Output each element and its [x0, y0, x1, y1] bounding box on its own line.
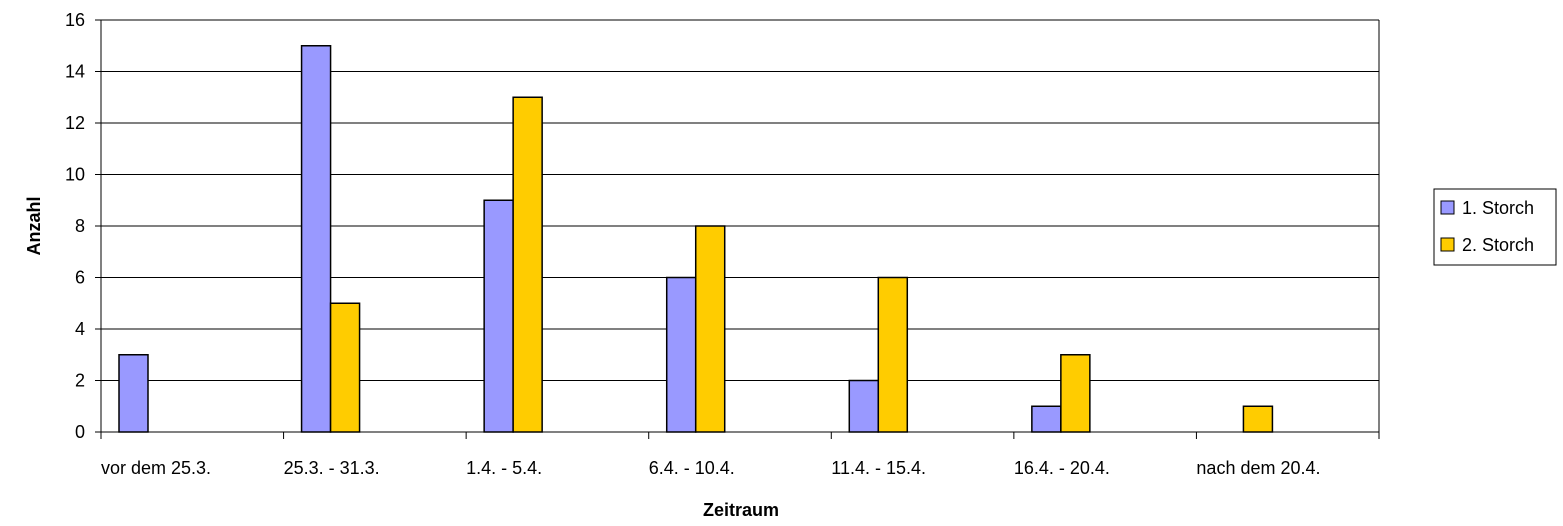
x-tick-label: 16.4. - 20.4. — [1014, 458, 1110, 478]
x-tick-label: 1.4. - 5.4. — [466, 458, 542, 478]
y-tick-label: 0 — [75, 422, 85, 442]
bar-2 — [694, 225, 726, 433]
bar-2 — [877, 276, 909, 433]
bar-2 — [329, 302, 361, 433]
x-axis-title: Zeitraum — [703, 500, 779, 520]
x-tick-label: 25.3. - 31.3. — [284, 458, 380, 478]
bar-1 — [848, 379, 880, 433]
y-tick-label: 12 — [65, 113, 85, 133]
legend-label: 1. Storch — [1462, 198, 1534, 218]
x-tick-label: vor dem 25.3. — [101, 458, 211, 478]
axes — [95, 19, 1380, 439]
bar-1 — [665, 276, 697, 433]
legend-label: 2. Storch — [1462, 235, 1534, 255]
bar-2 — [512, 96, 543, 433]
y-tick-label: 6 — [75, 268, 85, 288]
y-axis-title: Anzahl — [24, 196, 44, 255]
y-tick-label: 8 — [75, 216, 85, 236]
y-tick-labels: 0 2 4 6 8 10 12 14 16 — [65, 10, 85, 442]
bar-2 — [1060, 354, 1091, 433]
bar-1 — [483, 199, 514, 433]
bar-1 — [118, 354, 149, 433]
x-tick-label: 6.4. - 10.4. — [649, 458, 735, 478]
legend-swatch — [1440, 200, 1455, 215]
bar-1 — [300, 45, 332, 433]
x-tick-label: 11.4. - 15.4. — [831, 458, 926, 478]
y-tick-label: 10 — [65, 165, 85, 185]
y-tick-label: 14 — [65, 62, 85, 82]
x-tick-label: nach dem 20.4. — [1196, 458, 1320, 478]
bars — [118, 45, 1274, 433]
y-tick-label: 16 — [65, 10, 85, 30]
x-tick-labels: vor dem 25.3. 25.3. - 31.3. 1.4. - 5.4. 6.4… — [101, 458, 1321, 478]
grid — [101, 19, 1379, 433]
bar-2 — [1242, 405, 1274, 433]
legend-swatch — [1440, 237, 1455, 252]
y-tick-label: 2 — [75, 371, 85, 391]
bar-1 — [1031, 405, 1062, 433]
y-tick-label: 4 — [75, 319, 85, 339]
legend: 1. Storch 2. Storch — [1433, 188, 1557, 266]
